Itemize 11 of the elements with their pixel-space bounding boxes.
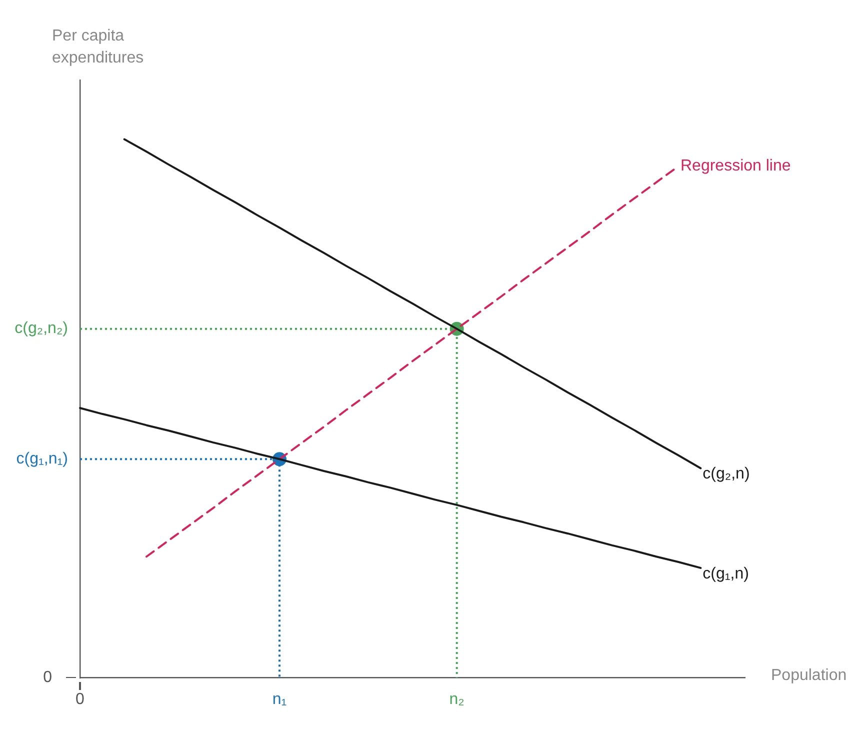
series-label: c(g₁,n) [702, 565, 749, 582]
x-tick-label: n₁ [272, 690, 287, 708]
text: c(g₁,n₁) [16, 450, 68, 468]
x-axis-title: Population [771, 667, 847, 684]
text: c(g₂,n₂) [14, 320, 68, 338]
series-label: c(g₂,n) [702, 466, 750, 483]
text: 0 [43, 669, 52, 686]
series-label: Regression line [680, 158, 791, 175]
x-tick-label: 0 [76, 690, 85, 708]
y-axis-title: Per capita expenditures [52, 27, 144, 66]
x-tick-label: n₂ [449, 690, 464, 708]
